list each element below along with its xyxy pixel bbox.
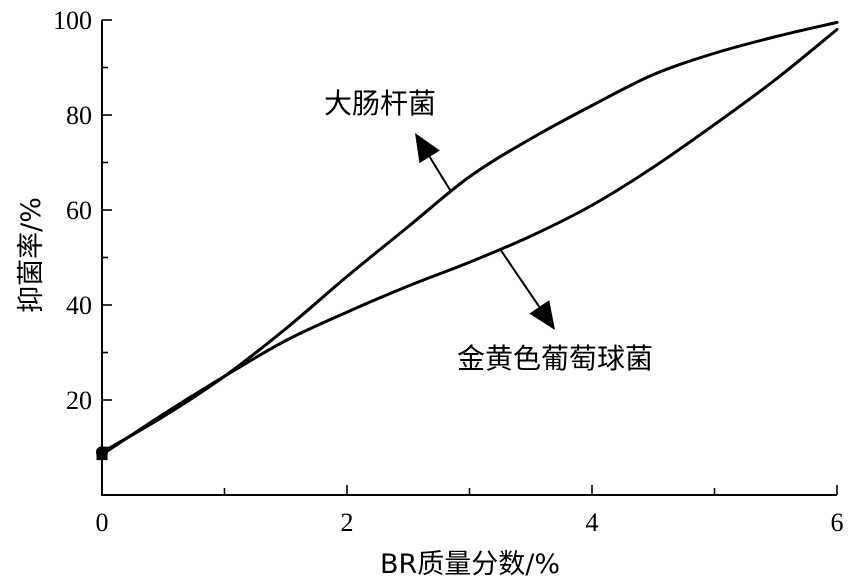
annotation-arrow-head: [415, 133, 440, 164]
x-tick-label: 0: [96, 508, 109, 537]
y-tick-label: 20: [66, 386, 92, 415]
annotation-label: 金黄色葡萄球菌: [457, 342, 653, 375]
y-tick-label: 40: [66, 291, 92, 320]
series-line-1: [100, 20, 839, 454]
annotation-arrow-line: [428, 156, 452, 193]
axes: 20 40 60 80 100 0 2 4 6: [53, 6, 844, 537]
x-axis-label: BR质量分数/%: [380, 549, 560, 580]
y-tick-label: 60: [66, 196, 92, 225]
axis-lines: [101, 20, 837, 496]
y-tick-label: 80: [66, 101, 92, 130]
x-tick-label: 4: [586, 508, 599, 537]
series-group: [96, 20, 839, 461]
x-tick-label: 2: [341, 508, 354, 537]
y-tick-label: 100: [53, 6, 92, 35]
y-axis-label: 抑菌率/%: [16, 197, 47, 313]
annotation-arrow-head: [529, 300, 555, 330]
x-tick-label: 6: [831, 508, 844, 537]
annotation-arrow-line: [499, 248, 541, 308]
series-line-2: [100, 28, 839, 457]
series-marker-square: [96, 449, 108, 461]
annotation-label: 大肠杆菌: [324, 87, 436, 120]
